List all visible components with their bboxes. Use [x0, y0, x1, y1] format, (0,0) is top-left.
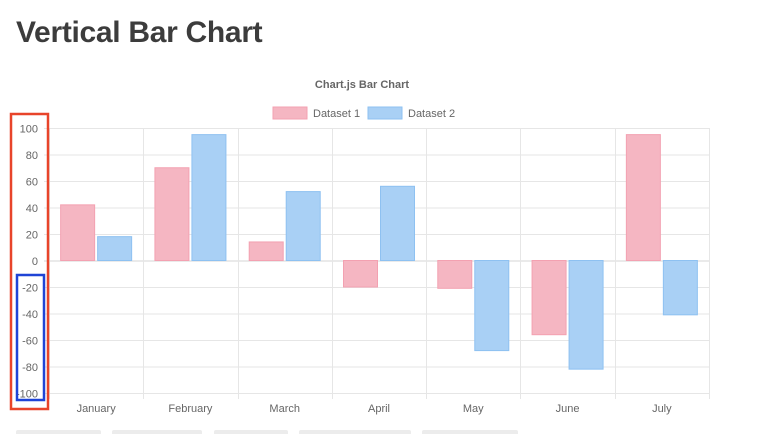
- x-tick-label: January: [77, 403, 117, 415]
- bottom-placeholder: [16, 430, 101, 434]
- bar-dataset-1: [248, 241, 284, 261]
- bottom-placeholder: [214, 430, 288, 434]
- y-tick-label: 20: [26, 230, 38, 242]
- legend-swatch-dataset-1[interactable]: [272, 106, 308, 120]
- chart-legend[interactable]: Dataset 1 Dataset 2: [272, 106, 455, 120]
- negative-ticks-highlight-box: [15, 273, 46, 402]
- bars: [60, 134, 698, 370]
- x-tick-label: July: [652, 403, 672, 415]
- bar-dataset-2: [568, 260, 604, 370]
- bar-dataset-2: [191, 134, 227, 261]
- all-ticks-highlight-box: [9, 112, 50, 411]
- x-axis: January February March April May June July: [77, 403, 673, 415]
- bar-dataset-1: [343, 260, 378, 288]
- bar-dataset-1: [60, 204, 96, 262]
- bar-dataset-1: [437, 260, 473, 289]
- bar-dataset-2: [380, 185, 415, 261]
- x-tick-label: June: [556, 403, 580, 415]
- x-tick-label: March: [269, 403, 300, 415]
- legend-swatch-dataset-2[interactable]: [367, 106, 403, 120]
- y-tick-label: 100: [20, 124, 38, 136]
- page-title: Vertical Bar Chart: [16, 16, 263, 49]
- y-axis: 100 80 60 40 20 0 -20 -40 -60 -80 -100: [16, 124, 38, 401]
- y-tick-label: -40: [22, 309, 38, 321]
- y-tick-label: 60: [26, 177, 38, 189]
- bar-dataset-2: [662, 260, 698, 316]
- x-tick-label: May: [463, 403, 484, 415]
- bar-dataset-2: [97, 236, 133, 261]
- y-tick-label: -60: [22, 336, 38, 348]
- y-tick-label: 40: [26, 203, 38, 215]
- bar-dataset-2: [474, 260, 510, 352]
- y-tick-label: -100: [16, 389, 38, 401]
- y-tick-label: 0: [32, 256, 38, 268]
- bar-dataset-1: [531, 260, 567, 336]
- chart-title: Chart.js Bar Chart: [315, 79, 409, 91]
- bar-dataset-1: [154, 167, 190, 261]
- y-tick-label: 80: [26, 150, 38, 162]
- bar-dataset-1: [625, 134, 661, 261]
- bottom-placeholder: [422, 430, 518, 434]
- y-tick-label: -80: [22, 362, 38, 374]
- x-tick-label: April: [368, 403, 390, 415]
- y-tick-label: -20: [22, 283, 38, 295]
- bottom-placeholder: [112, 430, 202, 434]
- bottom-placeholder: [299, 430, 411, 434]
- bar-dataset-2: [285, 191, 321, 262]
- x-tick-label: February: [168, 403, 213, 415]
- legend-label-dataset-2[interactable]: Dataset 2: [408, 108, 455, 120]
- legend-label-dataset-1[interactable]: Dataset 1: [313, 108, 360, 120]
